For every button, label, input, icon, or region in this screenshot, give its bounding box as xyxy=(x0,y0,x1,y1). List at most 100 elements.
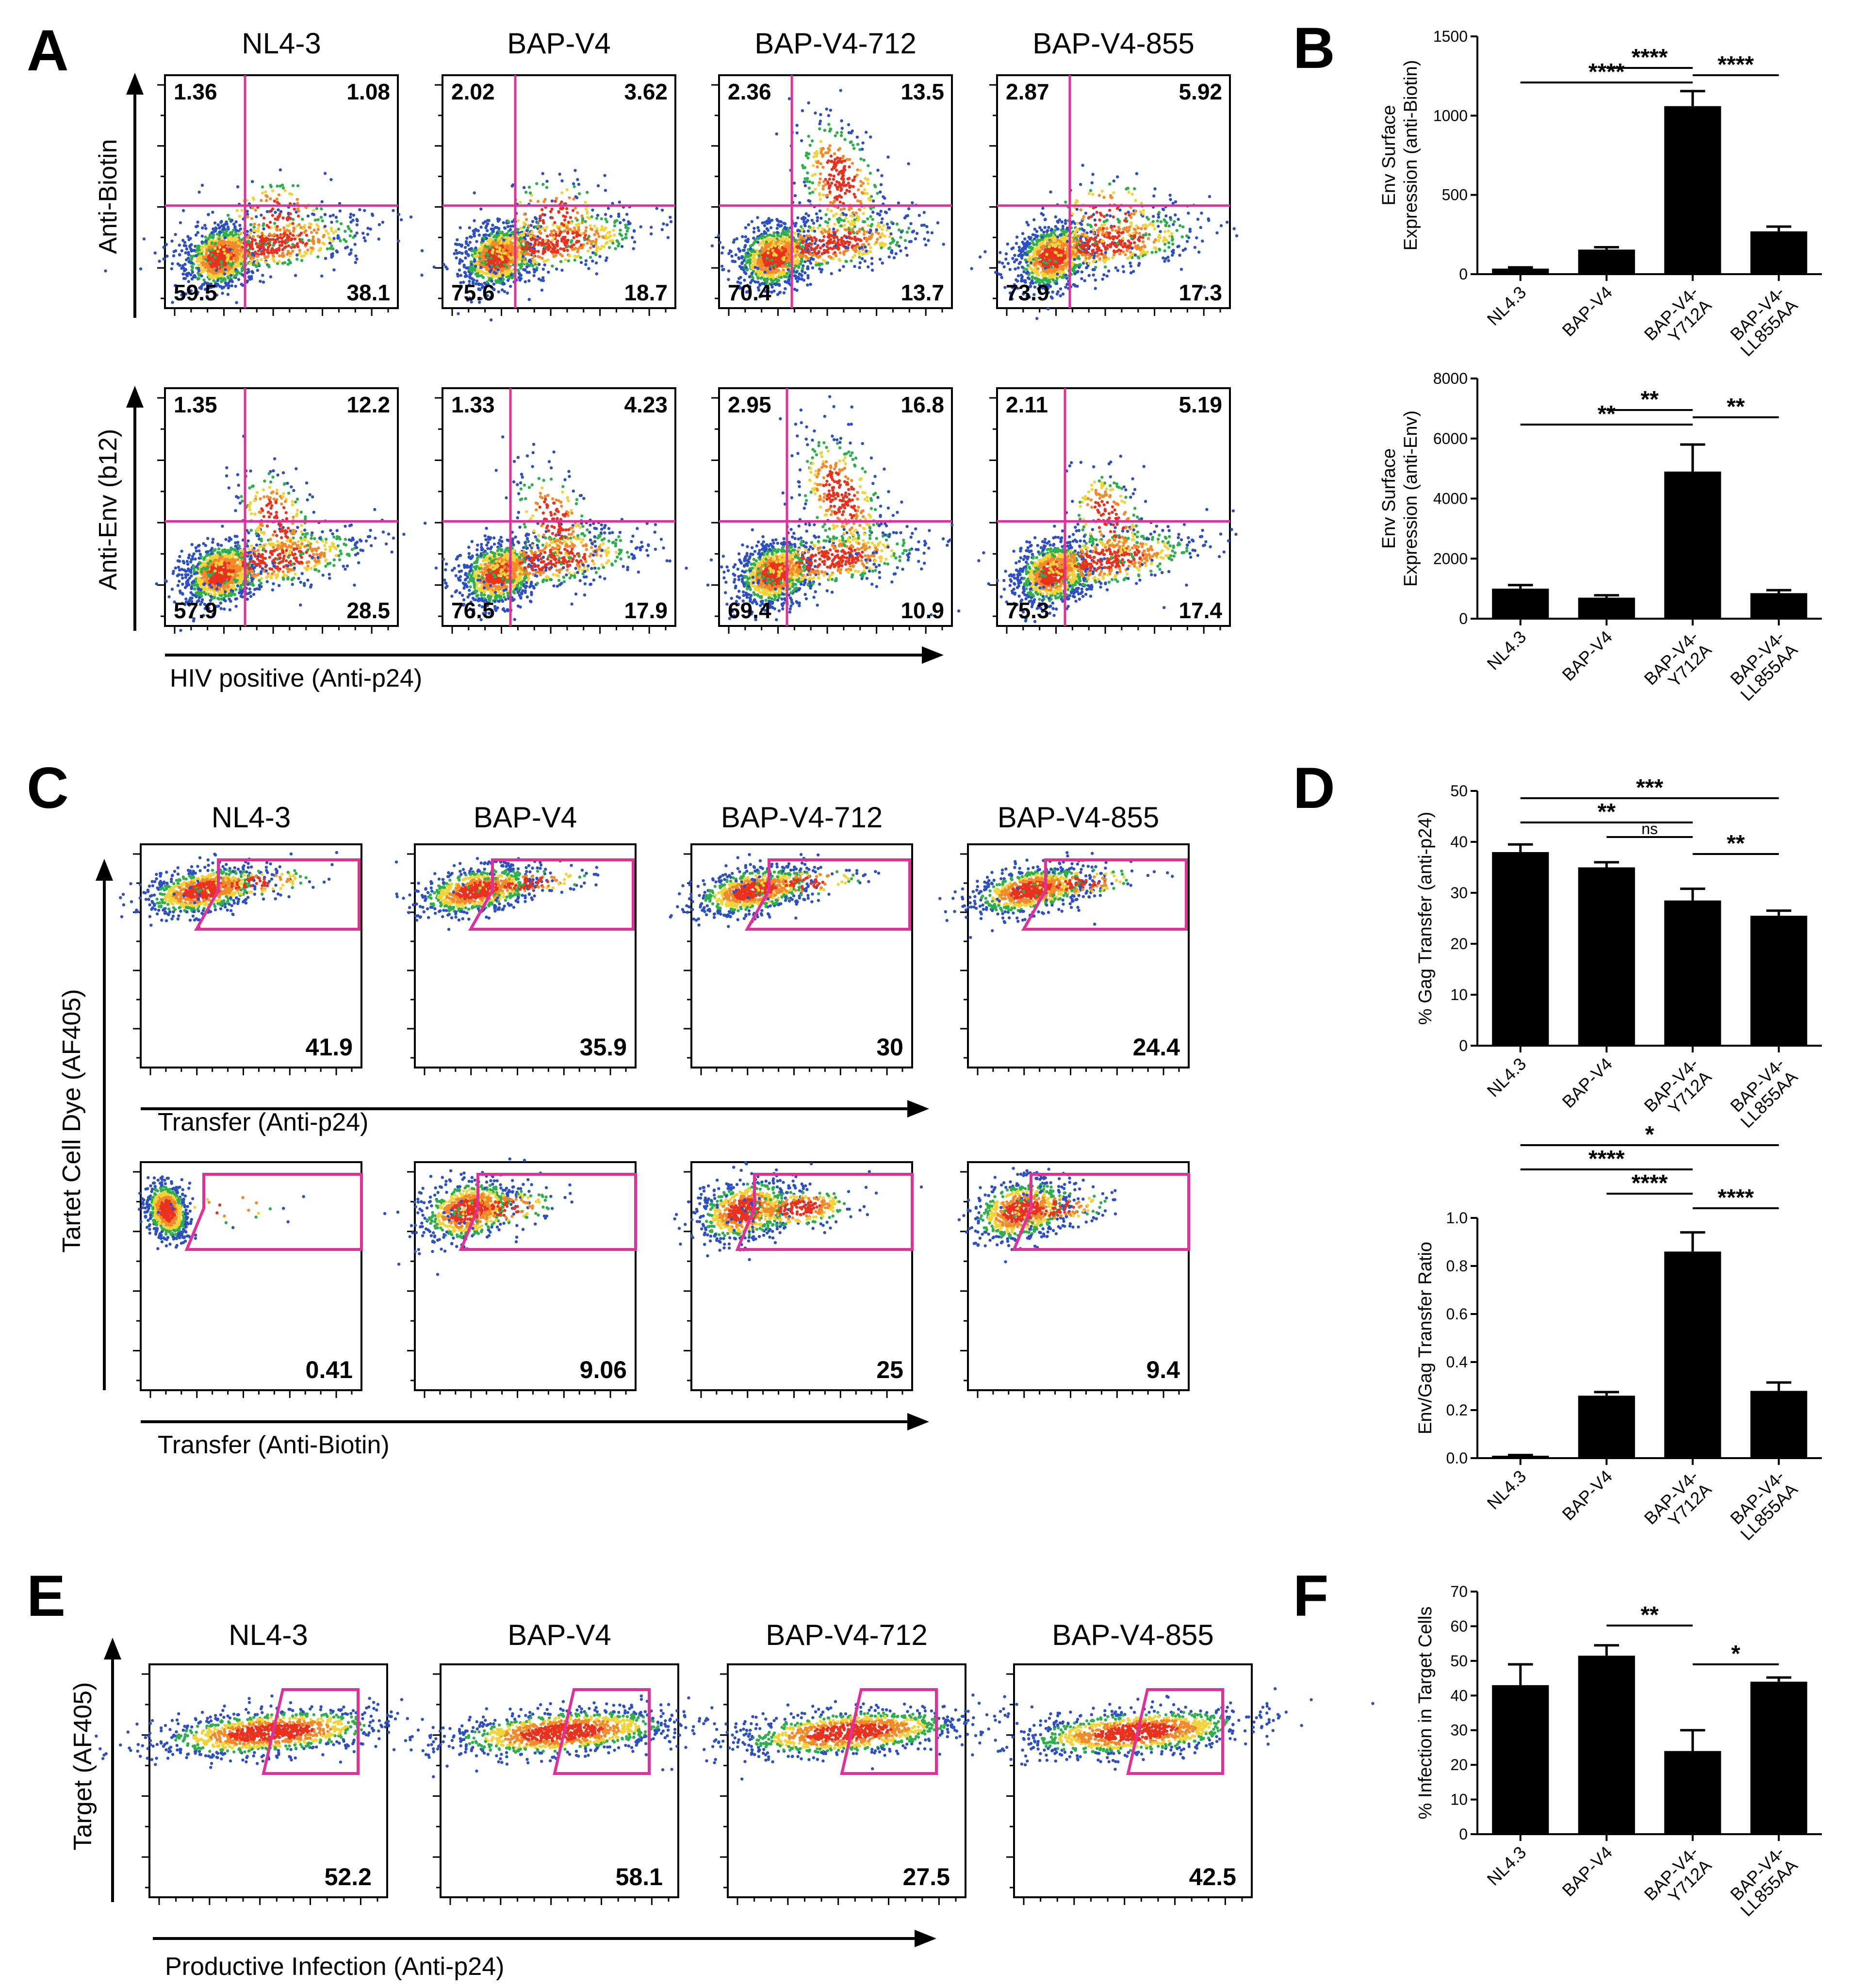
event-dot xyxy=(250,260,253,263)
event-dot xyxy=(543,263,546,266)
event-dot xyxy=(317,225,320,228)
event-dot xyxy=(181,239,184,242)
arrow-head xyxy=(126,73,144,95)
event-dot xyxy=(366,233,369,236)
event-dot xyxy=(349,216,352,219)
event-dot xyxy=(229,231,232,234)
panel-letter-f: F xyxy=(1293,1563,1328,1628)
event-dot xyxy=(240,209,243,212)
event-dot xyxy=(290,246,293,249)
y-axis-label: Target (AF405) xyxy=(69,1682,97,1851)
event-dot xyxy=(350,248,353,251)
event-dot xyxy=(349,220,352,223)
event-dot xyxy=(195,233,197,236)
event-dot xyxy=(234,264,237,267)
event-dot xyxy=(224,232,227,235)
event-dot xyxy=(220,220,223,223)
sample-title-a: BAP-V4-855 xyxy=(1032,27,1195,60)
event-dot xyxy=(291,243,294,246)
event-dot xyxy=(184,251,187,254)
event-dot xyxy=(170,240,173,243)
event-dot xyxy=(340,222,343,225)
event-dot xyxy=(273,222,276,225)
event-dot xyxy=(249,223,252,226)
event-dot xyxy=(308,222,311,225)
event-dot xyxy=(143,237,146,240)
event-dot xyxy=(256,246,259,248)
event-dot xyxy=(217,263,220,265)
event-dot xyxy=(289,217,292,220)
event-dot xyxy=(274,217,277,220)
event-dot xyxy=(261,192,264,195)
event-dot xyxy=(272,244,275,246)
event-dot xyxy=(240,248,243,251)
sample-title-c: BAP-V4 xyxy=(474,801,577,834)
event-dot xyxy=(183,244,186,247)
event-dot xyxy=(255,215,258,218)
event-dot xyxy=(200,246,203,249)
event-dot xyxy=(269,197,272,200)
event-dot xyxy=(196,259,199,262)
event-dot xyxy=(202,268,205,271)
event-dot xyxy=(287,250,290,253)
event-dot xyxy=(191,271,194,274)
event-dot xyxy=(287,245,290,247)
event-dot xyxy=(104,269,107,272)
event-dot xyxy=(230,279,233,282)
event-dot xyxy=(235,253,238,256)
event-dot xyxy=(217,223,220,226)
event-dot xyxy=(173,250,176,253)
arrow-head xyxy=(104,1638,121,1659)
event-dot xyxy=(378,223,381,226)
figure: A NL4-3 BAP-V4 BAP-V4-712 BAP-V4-855Anti-Bio… xyxy=(0,0,1850,1988)
event-dot xyxy=(308,239,311,242)
event-dot xyxy=(223,236,226,239)
event-dot xyxy=(311,236,314,239)
event-dot xyxy=(250,217,253,220)
event-dot xyxy=(260,214,262,216)
event-dot xyxy=(230,284,233,287)
event-dot xyxy=(291,222,294,225)
event-dot xyxy=(266,255,269,258)
event-dot xyxy=(350,230,353,232)
event-dot xyxy=(330,245,333,247)
event-dot xyxy=(272,257,275,260)
event-dot xyxy=(221,256,224,259)
event-dot xyxy=(223,252,226,255)
event-dot xyxy=(238,215,241,218)
event-dot xyxy=(293,226,295,229)
event-dot xyxy=(207,213,210,216)
event-dot xyxy=(257,249,260,252)
arrow-head xyxy=(907,1100,929,1117)
event-dot xyxy=(312,209,315,212)
sample-title-a: BAP-V4-712 xyxy=(754,27,917,60)
event-dot xyxy=(361,232,364,235)
event-dot xyxy=(218,226,221,229)
event-dot xyxy=(196,221,199,224)
event-dot xyxy=(237,278,240,281)
event-dot xyxy=(178,244,181,246)
event-dot xyxy=(306,248,309,251)
event-dot xyxy=(286,217,289,220)
event-dot xyxy=(264,190,267,193)
event-dot xyxy=(320,275,323,278)
event-dot xyxy=(281,248,284,251)
event-dot xyxy=(201,234,204,237)
event-dot xyxy=(343,238,345,241)
event-dot xyxy=(200,241,203,244)
event-dot xyxy=(218,246,221,248)
event-dot xyxy=(262,227,265,230)
event-dot xyxy=(191,266,194,269)
event-dot xyxy=(273,233,276,236)
event-dot xyxy=(377,238,380,241)
event-dot xyxy=(278,254,281,257)
event-dot xyxy=(289,212,292,215)
event-dot xyxy=(321,200,324,203)
event-dot xyxy=(246,279,249,282)
event-dot xyxy=(246,215,249,218)
event-dot xyxy=(286,253,289,256)
event-dot xyxy=(229,274,232,277)
arrow-head xyxy=(126,386,144,408)
event-dot xyxy=(293,208,296,211)
event-dot xyxy=(253,223,256,226)
